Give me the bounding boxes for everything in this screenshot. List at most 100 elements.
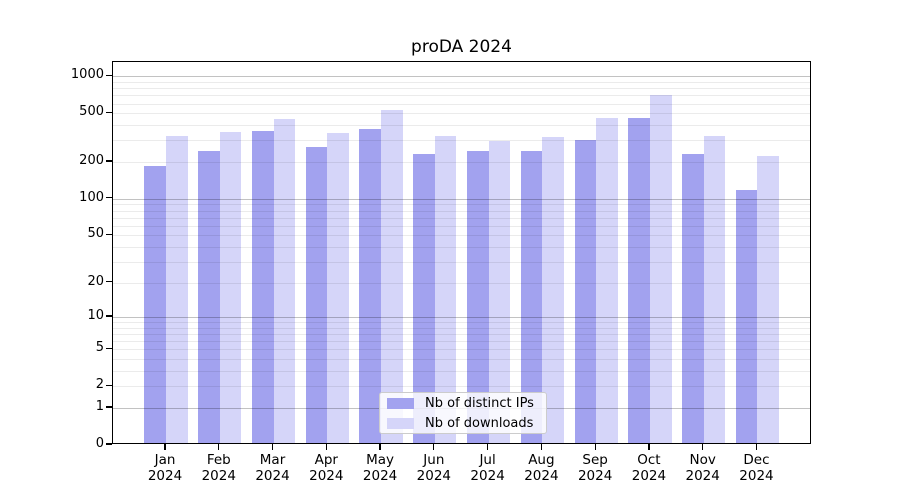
x-tick-label-sep: Sep 2024 bbox=[577, 452, 613, 484]
bar-dec-distinct-ips bbox=[735, 190, 758, 443]
minor-gridline bbox=[113, 140, 810, 142]
minor-gridline bbox=[113, 371, 810, 372]
major-gridline bbox=[113, 317, 810, 318]
x-tick-mark bbox=[164, 444, 166, 450]
minor-gridline bbox=[113, 210, 810, 212]
legend-label-downloads: Nb of downloads bbox=[425, 415, 534, 431]
y-tick-label-2: 2 bbox=[95, 377, 104, 393]
bar-nov-distinct-ips bbox=[682, 154, 704, 443]
minor-gridline bbox=[113, 217, 810, 219]
y-tick-mark bbox=[106, 443, 112, 445]
minor-gridline bbox=[113, 88, 810, 90]
x-tick-mark bbox=[271, 444, 274, 450]
x-tick-label-jun: Jun 2024 bbox=[416, 452, 452, 484]
x-tick-mark bbox=[379, 444, 381, 450]
bar-feb-distinct-ips bbox=[198, 151, 220, 443]
x-tick-label-jan: Jan 2024 bbox=[147, 452, 183, 484]
y-tick-mark bbox=[106, 233, 112, 235]
minor-gridline bbox=[113, 322, 810, 324]
bar-jun-downloads bbox=[434, 136, 457, 443]
plot-area bbox=[112, 61, 811, 444]
minor-gridline bbox=[113, 235, 810, 237]
y-tick-mark bbox=[106, 197, 112, 199]
y-tick-mark bbox=[106, 347, 112, 349]
minor-gridline bbox=[113, 125, 810, 127]
bar-may-downloads bbox=[381, 110, 403, 443]
bar-jul-distinct-ips bbox=[467, 151, 489, 443]
y-tick-label-500: 500 bbox=[79, 104, 104, 120]
y-tick-label-10: 10 bbox=[87, 308, 104, 324]
legend: Nb of distinct IPs Nb of downloads bbox=[379, 392, 547, 434]
y-tick-mark bbox=[106, 315, 112, 317]
y-tick-label-100: 100 bbox=[79, 189, 104, 205]
y-tick-label-200: 200 bbox=[79, 152, 104, 168]
y-tick-mark bbox=[106, 111, 112, 113]
minor-gridline bbox=[113, 327, 810, 329]
x-tick-label-aug: Aug 2024 bbox=[524, 452, 559, 484]
minor-gridline bbox=[113, 359, 810, 361]
x-tick-mark bbox=[218, 444, 220, 450]
y-tick-mark bbox=[106, 74, 112, 76]
x-tick-mark bbox=[755, 444, 758, 450]
legend-swatch-distinct-ips bbox=[387, 397, 414, 409]
bar-jan-downloads bbox=[166, 135, 188, 443]
bar-oct-distinct-ips bbox=[628, 117, 650, 443]
legend-swatch-downloads bbox=[387, 417, 414, 429]
bar-sep-downloads bbox=[596, 118, 618, 443]
bar-aug-distinct-ips bbox=[520, 151, 543, 443]
legend-item-downloads: Nb of downloads bbox=[387, 413, 546, 433]
minor-gridline bbox=[113, 162, 810, 163]
bar-mar-distinct-ips bbox=[251, 130, 274, 443]
bar-jun-distinct-ips bbox=[413, 153, 435, 443]
minor-gridline bbox=[113, 334, 810, 335]
bar-apr-downloads bbox=[327, 132, 349, 443]
bar-dec-downloads bbox=[757, 156, 780, 443]
bar-mar-downloads bbox=[273, 119, 296, 443]
y-tick-mark bbox=[106, 406, 112, 408]
minor-gridline bbox=[113, 95, 810, 97]
y-tick-label-5: 5 bbox=[95, 340, 104, 356]
x-tick-label-jul: Jul 2024 bbox=[470, 452, 505, 484]
y-tick-label-20: 20 bbox=[87, 273, 104, 289]
x-tick-label-feb: Feb 2024 bbox=[201, 452, 236, 484]
x-tick-label-may: May 2024 bbox=[362, 452, 398, 484]
major-gridline bbox=[113, 198, 810, 200]
y-tick-label-1000: 1000 bbox=[70, 67, 104, 83]
x-tick-label-apr: Apr 2024 bbox=[309, 452, 344, 484]
minor-gridline bbox=[113, 246, 810, 248]
minor-gridline bbox=[113, 349, 810, 351]
minor-gridline bbox=[113, 113, 810, 115]
legend-label-distinct-ips: Nb of distinct IPs bbox=[425, 395, 534, 411]
bar-apr-distinct-ips bbox=[305, 146, 328, 443]
bar-nov-downloads bbox=[703, 136, 726, 443]
bar-jan-distinct-ips bbox=[144, 165, 166, 443]
x-tick-label-nov: Nov 2024 bbox=[685, 452, 720, 484]
x-tick-label-dec: Dec 2024 bbox=[739, 452, 774, 484]
chart-title: proDA 2024 bbox=[411, 37, 512, 57]
minor-gridline bbox=[113, 282, 810, 284]
major-gridline bbox=[113, 76, 810, 78]
x-tick-mark bbox=[648, 444, 650, 450]
minor-gridline bbox=[113, 81, 810, 83]
y-tick-mark bbox=[106, 160, 112, 162]
x-tick-mark bbox=[594, 444, 596, 450]
bar-jul-downloads bbox=[488, 141, 511, 443]
x-tick-label-oct: Oct 2024 bbox=[631, 452, 667, 484]
bar-sep-distinct-ips bbox=[574, 140, 597, 443]
bar-aug-downloads bbox=[542, 136, 564, 443]
x-tick-mark bbox=[540, 444, 542, 450]
bar-oct-downloads bbox=[649, 95, 672, 443]
y-tick-mark bbox=[106, 280, 112, 283]
y-tick-label-1: 1 bbox=[95, 399, 104, 414]
x-tick-label-mar: Mar 2024 bbox=[255, 452, 290, 484]
x-tick-mark bbox=[702, 444, 704, 450]
bar-may-distinct-ips bbox=[359, 129, 382, 443]
minor-gridline bbox=[113, 261, 810, 263]
x-tick-mark bbox=[325, 444, 327, 450]
minor-gridline bbox=[113, 225, 810, 227]
minor-gridline bbox=[113, 341, 810, 343]
x-tick-mark bbox=[433, 444, 435, 450]
minor-gridline bbox=[113, 103, 810, 105]
y-tick-mark bbox=[106, 384, 112, 386]
